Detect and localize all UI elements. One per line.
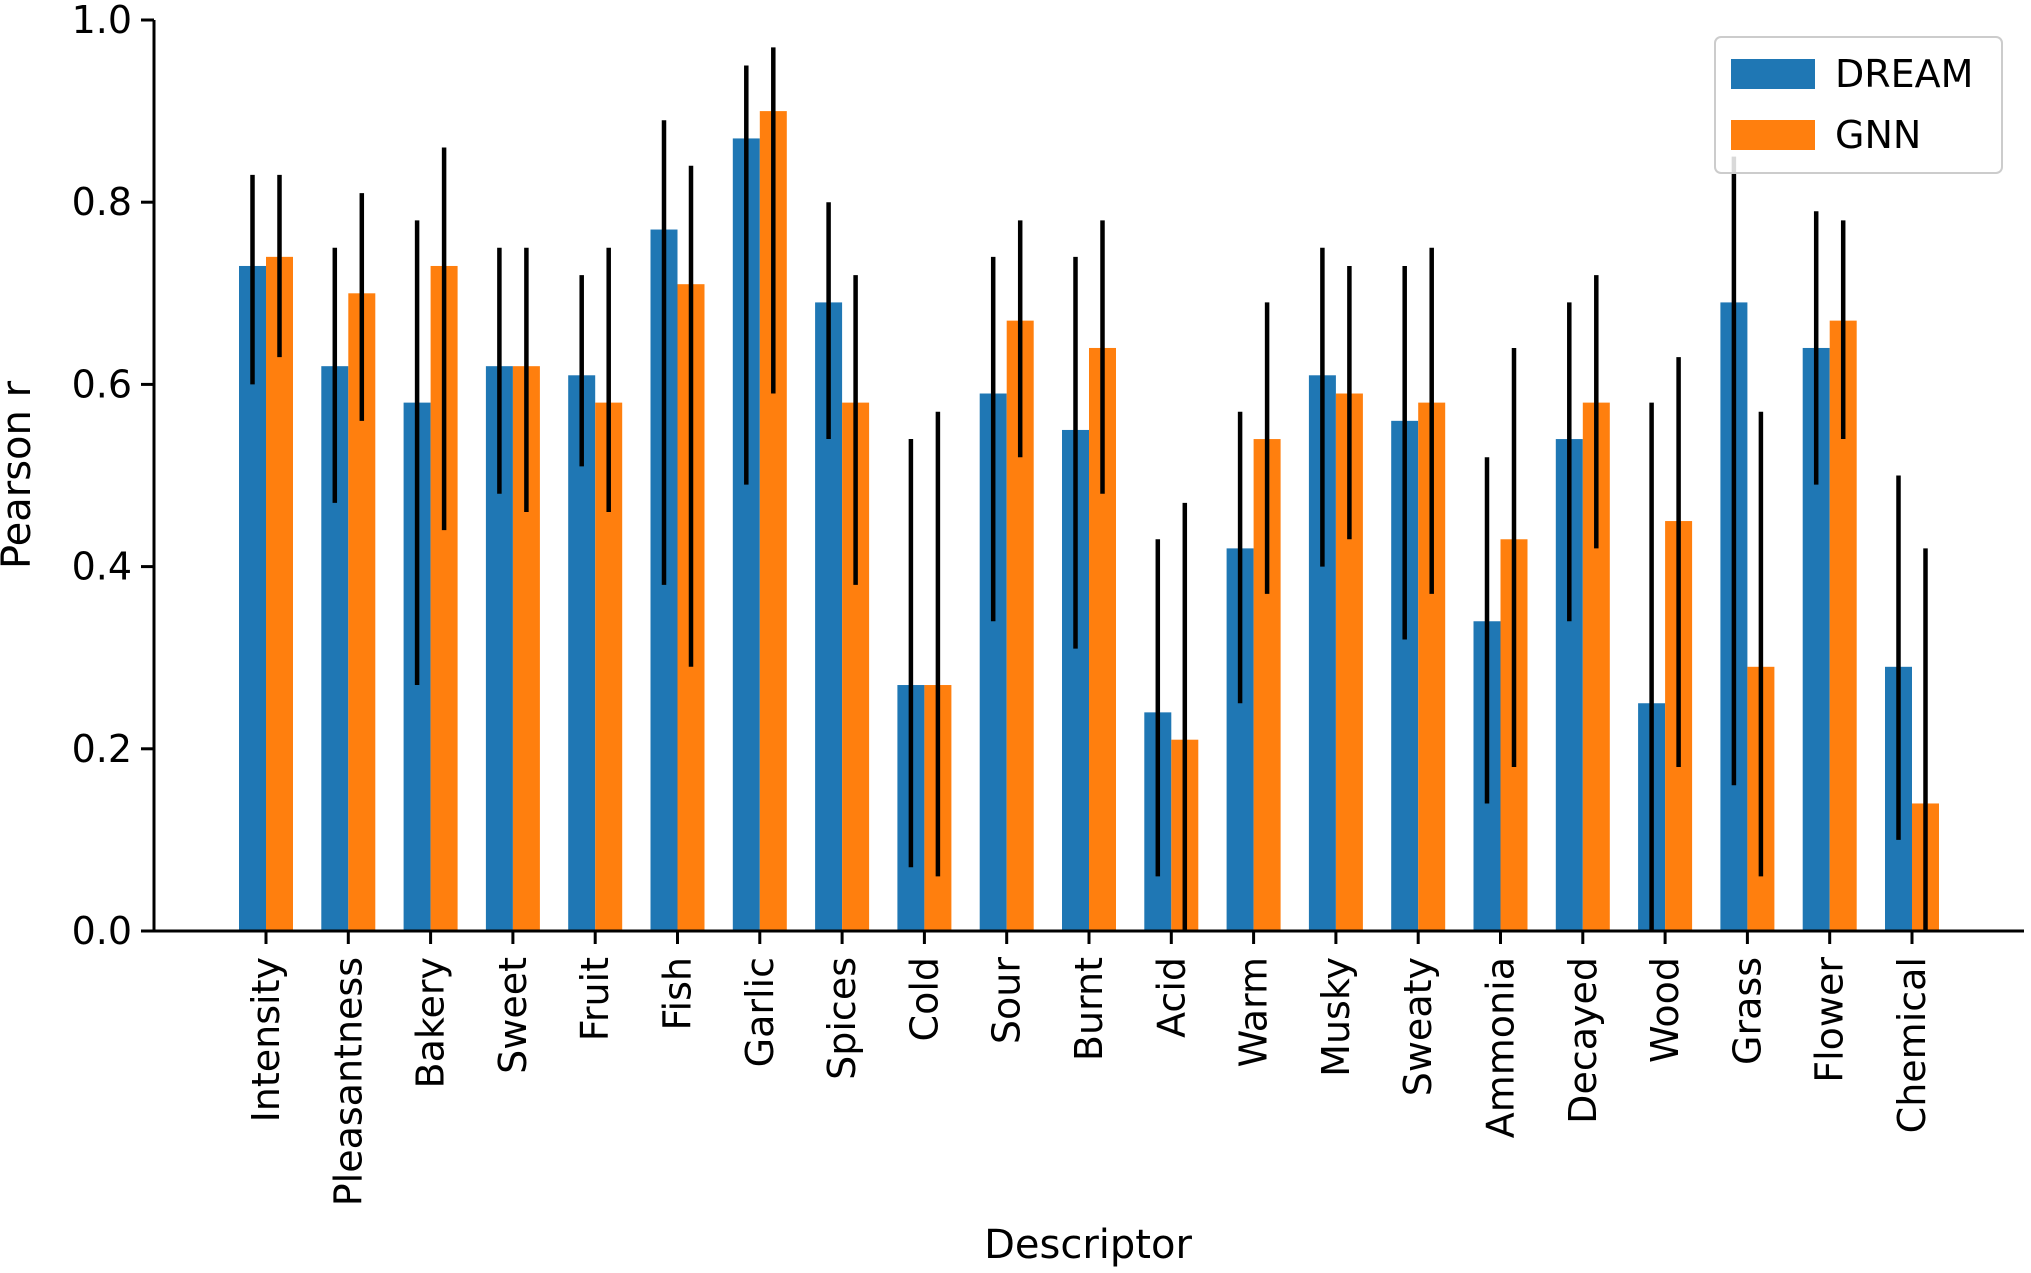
error-bars-layer [250, 47, 1928, 931]
bar-gnn-intensity [266, 256, 293, 931]
x-tick-label-spices: Spices [820, 957, 864, 1080]
legend: DREAM GNN [1714, 36, 2003, 174]
x-tick-label-wood: Wood [1643, 957, 1687, 1063]
x-tick-label-cold: Cold [902, 957, 946, 1041]
x-tick-label-pleasantness: Pleasantness [326, 957, 370, 1206]
x-tick-labels: Intensity Pleasantness Bakery Sweet Fruit Fis… [244, 957, 1934, 1207]
x-tick-label-fruit: Fruit [573, 957, 617, 1041]
y-tick-label-0.6: 0.6 [72, 362, 132, 406]
x-tick-label-chemical: Chemical [1890, 957, 1934, 1133]
x-tick-label-bakery: Bakery [409, 957, 453, 1089]
y-axis-label: Pearson r [0, 380, 40, 569]
y-tick-label-0.8: 0.8 [72, 180, 132, 224]
x-tick-label-sour: Sour [985, 957, 1029, 1044]
legend-swatch-dream [1731, 59, 1815, 89]
axes-layer [141, 18, 2024, 944]
bar-dream-fruit [568, 375, 596, 931]
bars-layer [239, 111, 1939, 932]
y-tick-label-0.4: 0.4 [72, 545, 132, 589]
legend-label-dream: DREAM [1835, 52, 1973, 96]
x-tick-label-intensity: Intensity [244, 957, 288, 1122]
x-tick-label-ammonia: Ammonia [1479, 957, 1523, 1138]
y-tick-label-1.0: 1.0 [72, 0, 132, 42]
x-tick-label-burnt: Burnt [1067, 957, 1111, 1061]
x-tick-label-sweaty: Sweaty [1396, 957, 1440, 1096]
y-tick-labels: 0.0 0.2 0.4 0.6 0.8 1.0 [72, 0, 132, 953]
x-tick-label-acid: Acid [1149, 957, 1193, 1038]
x-tick-label-decayed: Decayed [1561, 957, 1605, 1124]
y-tick-label-0.0: 0.0 [72, 909, 132, 953]
legend-label-gnn: GNN [1835, 113, 1921, 157]
x-tick-label-warm: Warm [1232, 957, 1276, 1067]
x-tick-label-flower: Flower [1808, 957, 1852, 1083]
legend-swatch-gnn [1731, 120, 1815, 150]
x-tick-label-sweet: Sweet [491, 957, 535, 1074]
x-axis-label: Descriptor [984, 1222, 1192, 1268]
x-tick-label-grass: Grass [1725, 957, 1769, 1065]
x-tick-label-fish: Fish [656, 957, 700, 1031]
y-tick-label-0.2: 0.2 [72, 727, 132, 771]
x-tick-label-musky: Musky [1314, 957, 1358, 1077]
x-tick-label-garlic: Garlic [738, 957, 782, 1067]
